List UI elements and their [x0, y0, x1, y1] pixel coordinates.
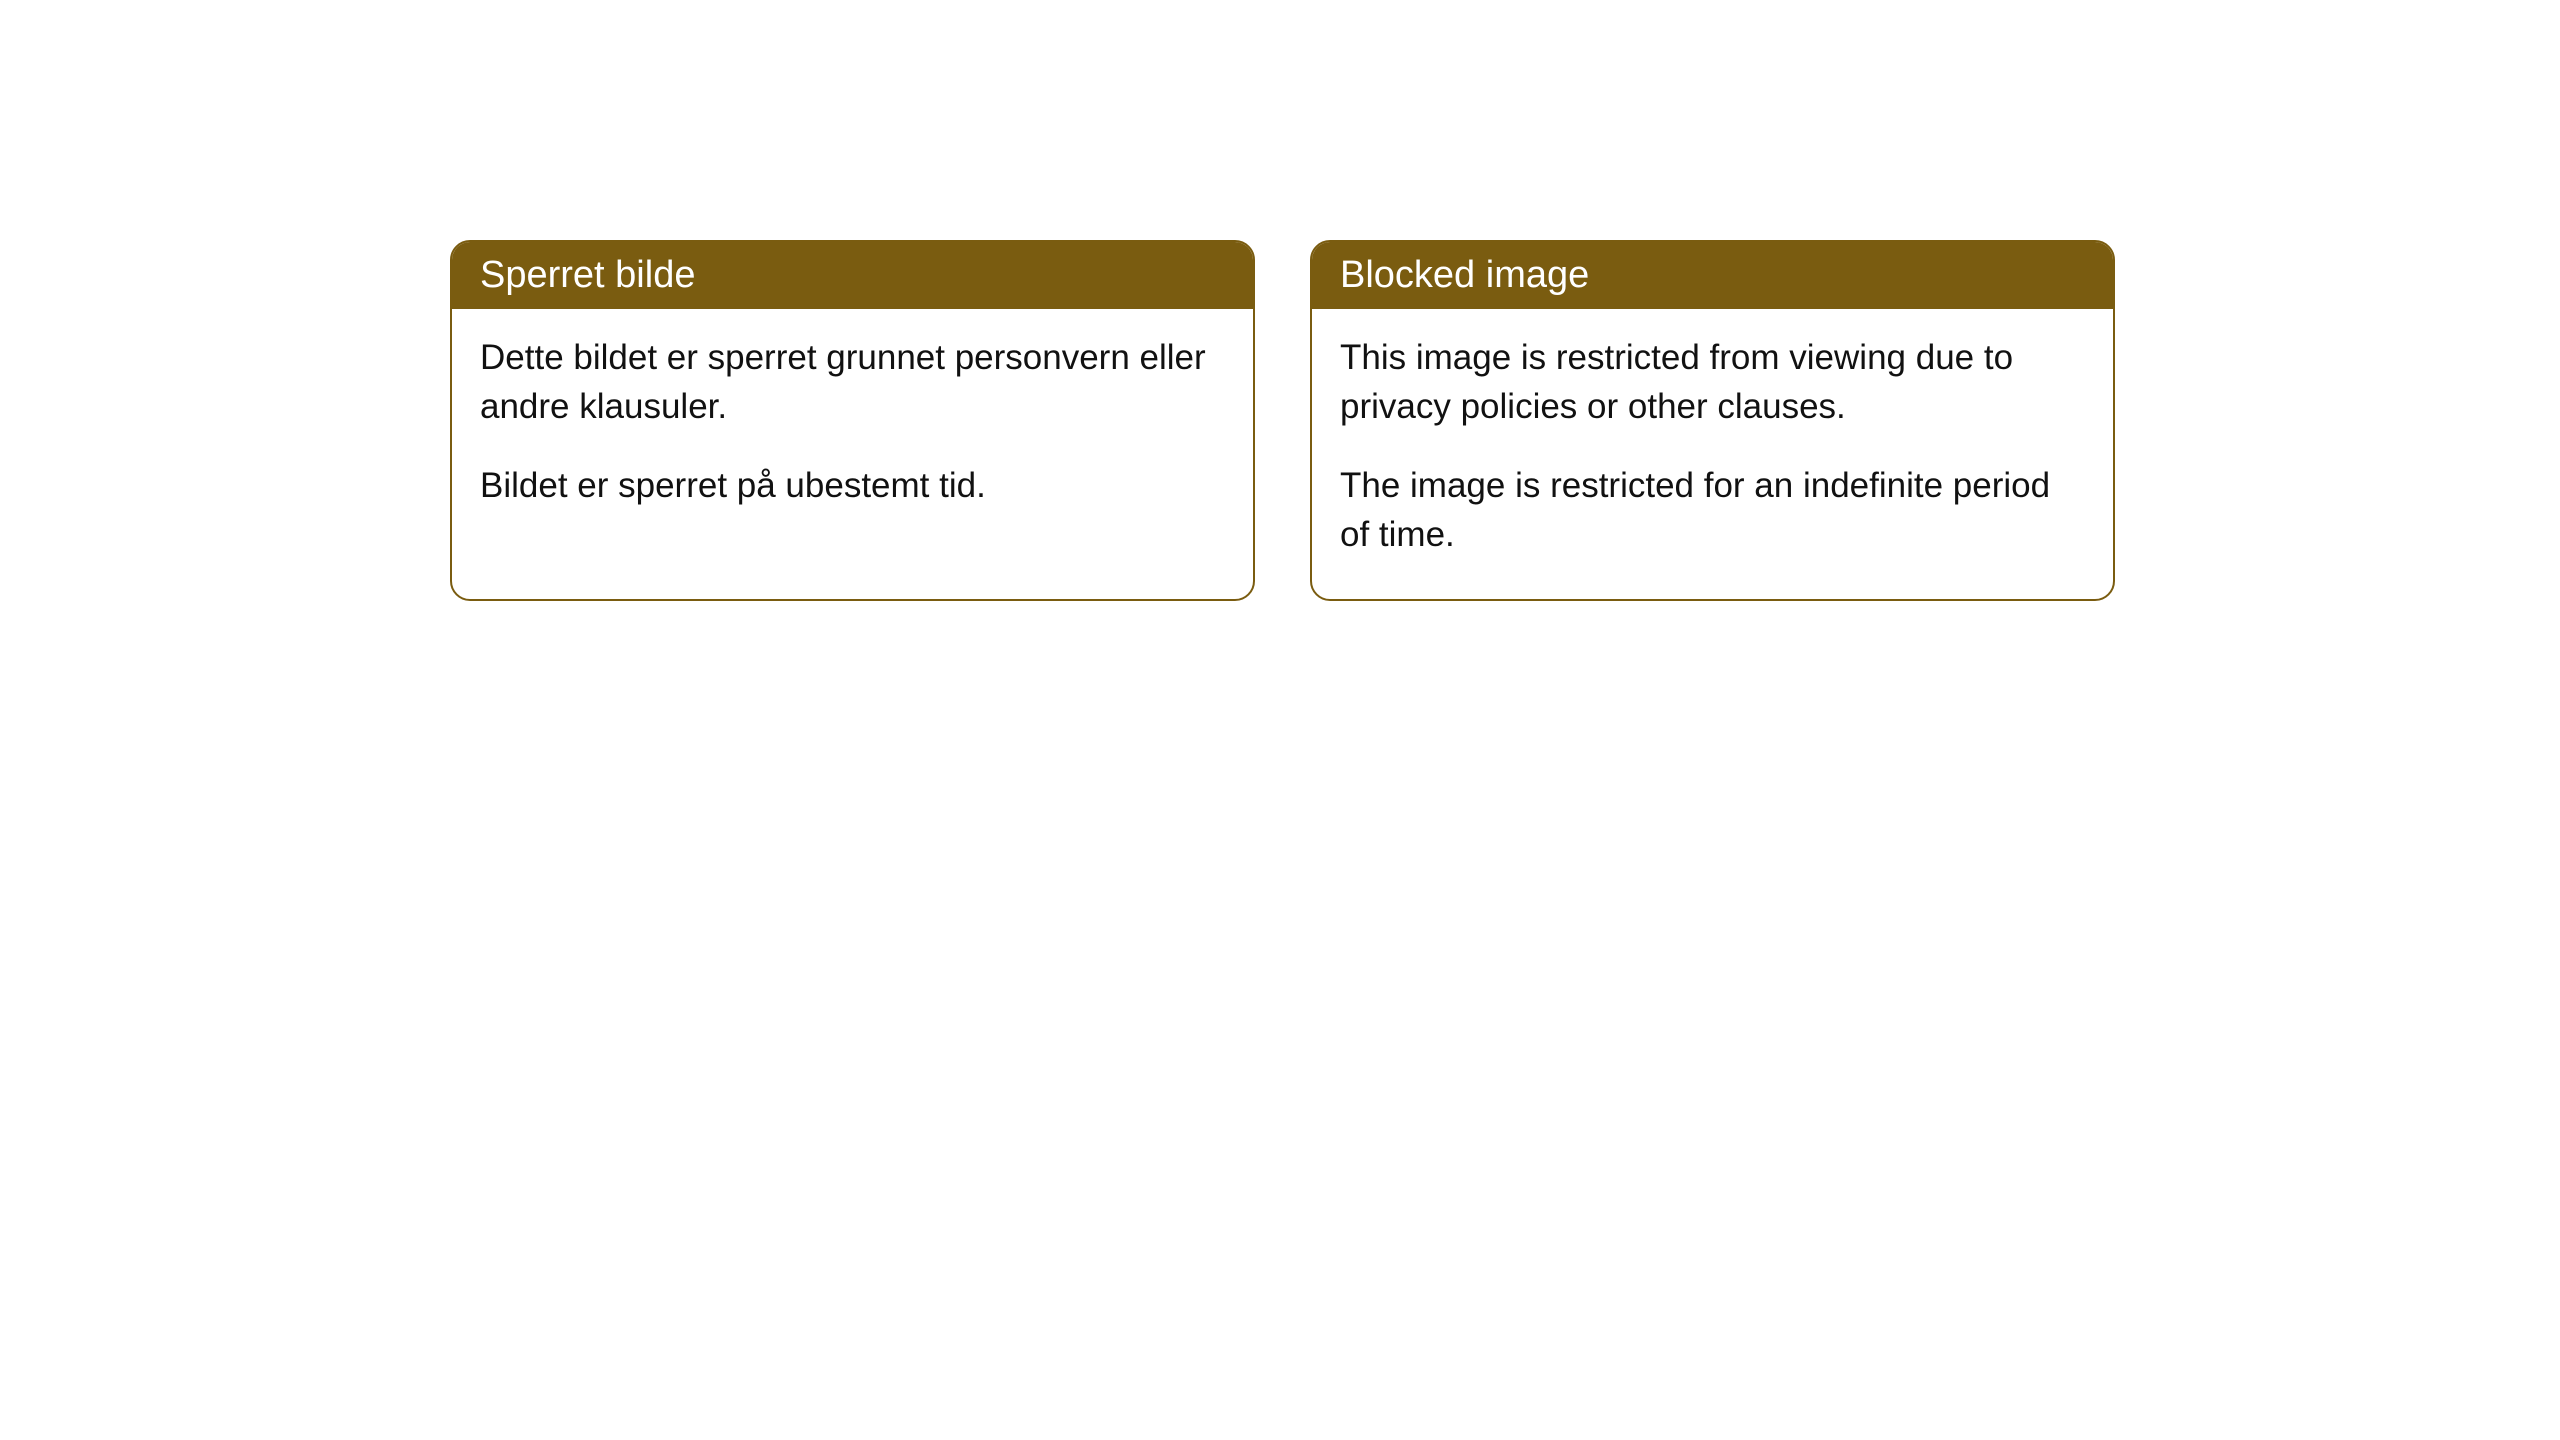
- card-header-norwegian: Sperret bilde: [452, 242, 1253, 309]
- card-paragraph-1-english: This image is restricted from viewing du…: [1340, 333, 2085, 431]
- card-english: Blocked image This image is restricted f…: [1310, 240, 2115, 601]
- card-norwegian: Sperret bilde Dette bildet er sperret gr…: [450, 240, 1255, 601]
- card-body-english: This image is restricted from viewing du…: [1312, 309, 2113, 599]
- card-title-english: Blocked image: [1340, 254, 1589, 296]
- card-paragraph-1-norwegian: Dette bildet er sperret grunnet personve…: [480, 333, 1225, 431]
- card-paragraph-2-english: The image is restricted for an indefinit…: [1340, 461, 2085, 559]
- card-paragraph-2-norwegian: Bildet er sperret på ubestemt tid.: [480, 461, 1225, 510]
- card-header-english: Blocked image: [1312, 242, 2113, 309]
- cards-container: Sperret bilde Dette bildet er sperret gr…: [450, 240, 2560, 601]
- card-title-norwegian: Sperret bilde: [480, 254, 695, 296]
- card-body-norwegian: Dette bildet er sperret grunnet personve…: [452, 309, 1253, 550]
